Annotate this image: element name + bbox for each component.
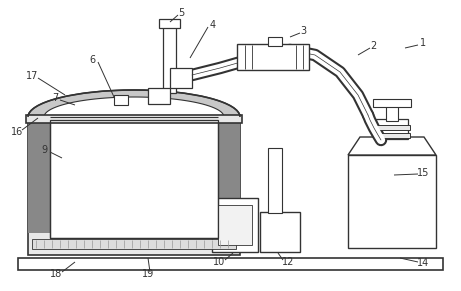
Bar	[373, 99, 411, 107]
Bar	[114, 95, 128, 105]
Text: 17: 17	[26, 71, 38, 81]
Text: 2: 2	[370, 41, 376, 51]
Bar	[374, 125, 410, 130]
Bar	[260, 212, 300, 252]
Text: 12: 12	[282, 257, 294, 267]
Text: 1: 1	[420, 38, 426, 48]
Text: 10: 10	[213, 257, 225, 267]
Bar	[159, 19, 180, 28]
Bar	[18, 258, 443, 270]
Bar	[376, 119, 408, 139]
Polygon shape	[28, 115, 50, 233]
Bar	[148, 88, 170, 104]
Text: 9: 9	[41, 145, 47, 155]
Bar	[170, 68, 192, 88]
Bar	[50, 120, 218, 238]
Text: 4: 4	[210, 20, 216, 30]
Text: 18: 18	[50, 269, 62, 279]
Bar	[348, 155, 436, 248]
Bar	[237, 44, 309, 70]
Text: 6: 6	[89, 55, 95, 65]
Bar	[374, 133, 410, 138]
Polygon shape	[28, 90, 240, 117]
Polygon shape	[348, 137, 436, 155]
Bar	[50, 120, 218, 238]
Text: 14: 14	[417, 258, 429, 268]
Bar	[386, 104, 398, 121]
Bar	[268, 37, 282, 46]
Polygon shape	[218, 115, 240, 233]
Text: 15: 15	[417, 168, 429, 178]
Bar	[268, 148, 282, 213]
Text: 19: 19	[142, 269, 154, 279]
Bar	[212, 198, 258, 252]
Bar	[218, 205, 252, 245]
Text: 3: 3	[300, 26, 306, 36]
Bar	[28, 115, 240, 255]
Bar	[32, 239, 236, 249]
Polygon shape	[44, 97, 224, 117]
Text: 16: 16	[11, 127, 23, 137]
Bar	[163, 25, 176, 93]
Text: 5: 5	[178, 8, 184, 18]
Bar	[26, 115, 242, 123]
Text: 7: 7	[52, 93, 58, 103]
